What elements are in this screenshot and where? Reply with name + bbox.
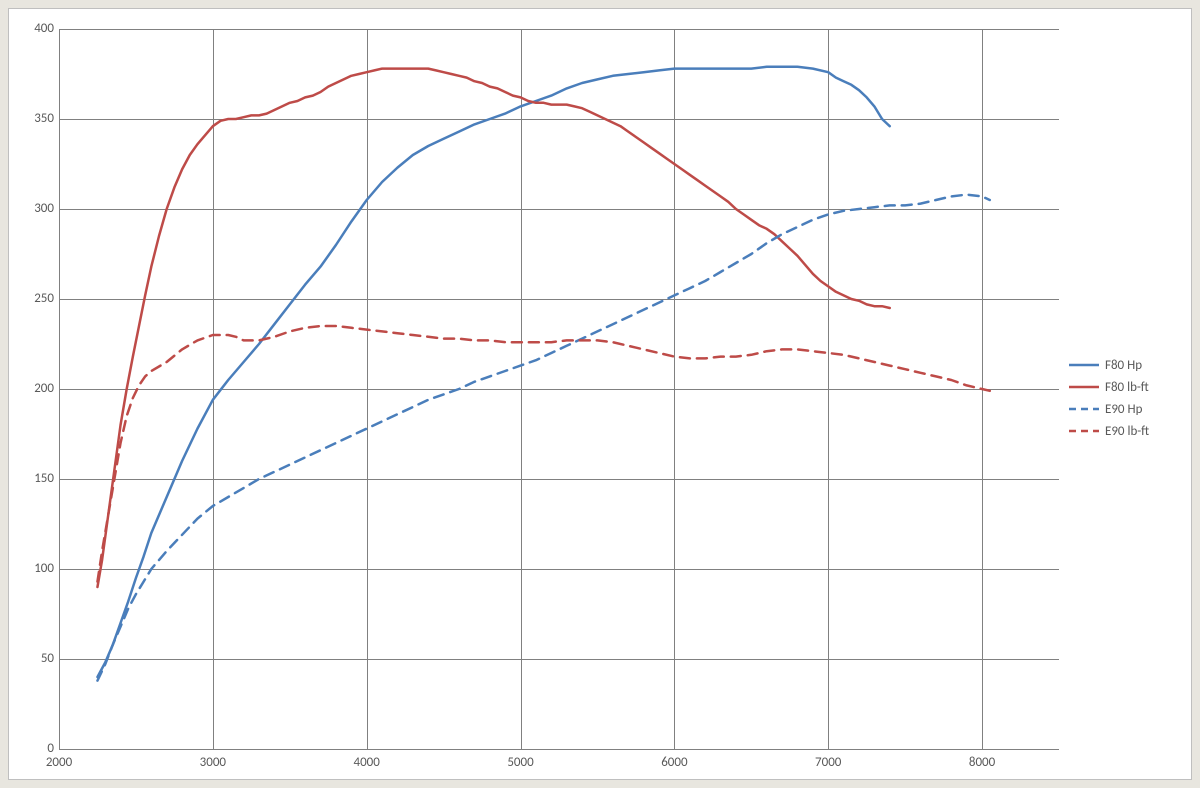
chart-panel: F80 Hp F80 lb-ft E90 Hp E90 lb-ft 0 50 100 150… bbox=[8, 8, 1192, 780]
legend-item: E90 lb-ft bbox=[1069, 420, 1149, 442]
series-line bbox=[97, 195, 989, 681]
x-tick-label: 8000 bbox=[952, 755, 1012, 770]
legend-item: F80 lb-ft bbox=[1069, 376, 1149, 398]
legend-label: F80 lb-ft bbox=[1105, 380, 1149, 395]
legend-item: E90 Hp bbox=[1069, 398, 1149, 420]
y-tick-label: 250 bbox=[14, 291, 54, 306]
series-line bbox=[97, 326, 989, 582]
legend-label: E90 Hp bbox=[1105, 402, 1142, 417]
y-tick-label: 100 bbox=[14, 561, 54, 576]
y-tick-label: 400 bbox=[14, 21, 54, 36]
y-tick-label: 200 bbox=[14, 381, 54, 396]
series-line bbox=[97, 67, 889, 677]
x-tick-label: 2000 bbox=[29, 755, 89, 770]
legend-item: F80 Hp bbox=[1069, 354, 1149, 376]
y-tick-label: 0 bbox=[14, 741, 54, 756]
legend: F80 Hp F80 lb-ft E90 Hp E90 lb-ft bbox=[1069, 354, 1149, 442]
legend-label: E90 lb-ft bbox=[1105, 424, 1149, 439]
x-tick-label: 7000 bbox=[798, 755, 858, 770]
legend-swatch bbox=[1069, 358, 1099, 372]
x-tick-label: 6000 bbox=[644, 755, 704, 770]
plot-area bbox=[59, 29, 1059, 749]
y-tick-label: 350 bbox=[14, 111, 54, 126]
y-gridline bbox=[59, 749, 1059, 750]
legend-label: F80 Hp bbox=[1105, 358, 1142, 373]
legend-swatch bbox=[1069, 402, 1099, 416]
legend-swatch bbox=[1069, 380, 1099, 394]
y-tick-label: 150 bbox=[14, 471, 54, 486]
series-layer bbox=[59, 29, 1059, 749]
x-tick-label: 3000 bbox=[183, 755, 243, 770]
x-tick-label: 4000 bbox=[337, 755, 397, 770]
legend-swatch bbox=[1069, 424, 1099, 438]
y-tick-label: 300 bbox=[14, 201, 54, 216]
y-tick-label: 50 bbox=[14, 651, 54, 666]
series-line bbox=[97, 69, 889, 587]
x-tick-label: 5000 bbox=[491, 755, 551, 770]
